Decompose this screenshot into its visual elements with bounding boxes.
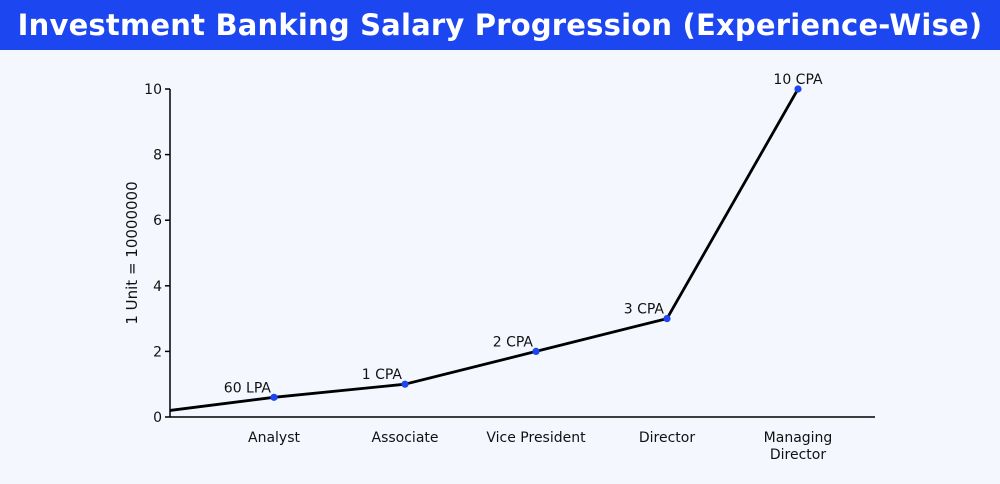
y-tick-label: 0 — [153, 410, 162, 426]
y-tick-label: 2 — [153, 344, 162, 360]
data-point — [401, 380, 409, 388]
data-label: 60 LPA — [224, 380, 272, 396]
data-label: 3 CPA — [624, 302, 665, 318]
series-line — [169, 88, 800, 412]
x-tick-label: Vice President — [486, 430, 586, 446]
line-chart: 1 Unit = 10000000 0 2 4 6 8 10 Analyst Associa… — [123, 72, 875, 463]
data-labels: 60 LPA 1 CPA 2 CPA 3 CPA 10 CPA — [224, 72, 823, 396]
data-point — [270, 393, 278, 401]
chart-title: Investment Banking Salary Progression (E… — [17, 8, 983, 42]
y-ticks: 0 2 4 6 8 10 — [144, 82, 170, 426]
x-tick-label: Analyst — [248, 430, 300, 446]
axes: 1 Unit = 10000000 — [123, 89, 875, 418]
x-tick-labels: Analyst Associate Vice President Director Ma… — [248, 430, 832, 463]
data-point — [794, 85, 802, 93]
x-tick-label: Director — [639, 430, 695, 446]
data-label: 10 CPA — [773, 72, 823, 88]
y-tick-label: 6 — [153, 213, 162, 229]
x-tick-label: Associate — [372, 430, 439, 446]
chart-area: 1 Unit = 10000000 0 2 4 6 8 10 Analyst Associa… — [0, 50, 1000, 480]
title-bar: Investment Banking Salary Progression (E… — [0, 0, 1000, 50]
y-tick-label: 8 — [153, 148, 162, 164]
data-points — [270, 85, 802, 401]
series-salary — [169, 88, 800, 412]
data-label: 2 CPA — [493, 334, 534, 350]
y-axis-title: 1 Unit = 10000000 — [123, 181, 141, 324]
data-point — [532, 347, 540, 355]
y-tick-label: 10 — [144, 82, 162, 98]
data-point — [663, 315, 671, 323]
y-tick-label: 4 — [153, 279, 162, 295]
data-label: 1 CPA — [362, 367, 403, 383]
x-tick-label: Managing Director — [764, 430, 833, 463]
